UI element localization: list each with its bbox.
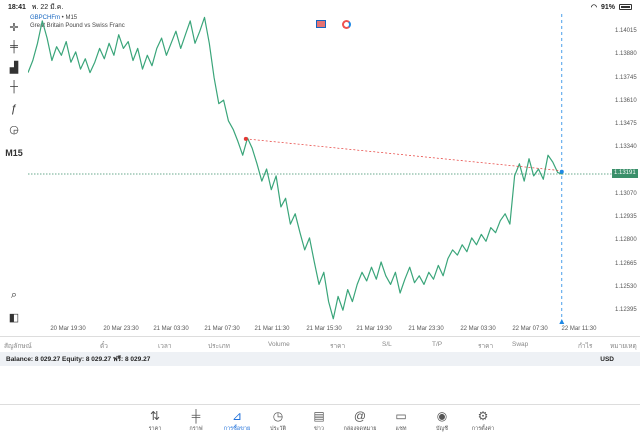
news-icon: ▤ xyxy=(313,409,325,423)
trade-column-header[interactable]: ราคา xyxy=(478,343,494,350)
tab-settings[interactable]: ⚙ การตั้งค่า xyxy=(463,409,503,433)
mail-icon: @ xyxy=(353,409,367,423)
time-label: 22 Mar 11:30 xyxy=(561,326,597,332)
chart-toolbar: ✛ ╪ ▟ ┼ ƒ ◶ M15 ⌕ ◧ xyxy=(0,14,28,330)
price-chart[interactable] xyxy=(28,14,612,324)
price-label: 1.13475 xyxy=(615,121,637,128)
chart-icon: ╪ xyxy=(191,409,201,423)
price-label: 1.12800 xyxy=(615,237,637,244)
tab-label: แชท xyxy=(395,426,407,432)
tab-mail[interactable]: @ กล่องจดหมาย xyxy=(340,409,380,433)
tab-label: กล่องจดหมาย xyxy=(343,426,377,432)
chat-icon: ▭ xyxy=(395,409,407,423)
trend-anchor-start[interactable] xyxy=(243,136,248,141)
trade-column-header[interactable]: เวลา xyxy=(158,343,172,350)
trade-column-header[interactable]: หมายเหตุ xyxy=(610,343,637,350)
tab-news[interactable]: ▤ ข่าว xyxy=(299,409,339,433)
trade-column-header[interactable]: S/L xyxy=(382,341,392,348)
symbol-title: GBPCHFm • M15 xyxy=(30,15,77,21)
trade-column-header[interactable]: Swap xyxy=(512,341,529,348)
trade-column-header[interactable]: Volume xyxy=(268,341,290,348)
balance-text: Balance: 8 029.27 Equity: 8 029.27 ฟรี: … xyxy=(6,356,151,363)
tab-history[interactable]: ◷ ประวัติ xyxy=(258,409,298,433)
price-series-line xyxy=(28,16,563,320)
signal-status-icon[interactable] xyxy=(342,20,351,29)
time-label: 21 Mar 07:30 xyxy=(204,326,240,332)
trade-column-header[interactable]: กำไร xyxy=(578,343,593,350)
price-label: 1.12935 xyxy=(615,214,637,221)
trend-anchor-end[interactable] xyxy=(559,169,564,174)
trade-column-header[interactable]: สัญลักษณ์ xyxy=(4,343,32,350)
current-price-tag: 1.13191 xyxy=(612,169,638,179)
tab-chart[interactable]: ╪ กราฟ xyxy=(176,409,216,433)
candles-icon[interactable]: ╪ xyxy=(10,41,18,53)
trend-line[interactable] xyxy=(245,138,562,172)
time-label: 21 Mar 11:30 xyxy=(254,326,290,332)
crosshair-icon[interactable]: ✛ xyxy=(9,21,19,34)
cursor-marker[interactable] xyxy=(559,319,565,324)
time-label: 21 Mar 23:30 xyxy=(408,326,444,332)
time-label: 21 Mar 19:30 xyxy=(356,326,392,332)
settings-icon: ⚙ xyxy=(477,409,489,423)
account-currency: USD xyxy=(600,355,614,363)
history-icon: ◷ xyxy=(272,409,284,423)
brand-icon[interactable]: ◧ xyxy=(8,311,20,324)
tab-label: การตั้งค่า xyxy=(471,426,495,432)
price-label: 1.12665 xyxy=(615,260,637,267)
battery-percent: 91% xyxy=(600,3,615,11)
price-label: 1.13610 xyxy=(615,97,637,104)
tab-label: ประวัติ xyxy=(269,426,287,432)
symbol-timeframe: M15 xyxy=(65,15,78,21)
trade-icon: ⊿ xyxy=(231,409,243,423)
time-label: 21 Mar 15:30 xyxy=(306,326,342,332)
price-label: 1.13880 xyxy=(615,51,637,58)
zoom-icon[interactable]: ⌕ xyxy=(10,288,18,301)
price-label: 1.12530 xyxy=(615,283,637,290)
clock: 18:41 xyxy=(8,3,26,11)
price-label: 1.14015 xyxy=(615,28,637,35)
tab-label: ราคา xyxy=(148,426,162,432)
trade-column-header[interactable]: ตั๋ว xyxy=(100,343,108,350)
price-label: 1.12395 xyxy=(615,307,637,314)
time-label: 22 Mar 03:30 xyxy=(460,326,496,332)
trade-column-header[interactable]: ประเภท xyxy=(208,343,230,350)
tab-label: การซื้อขาย xyxy=(223,426,251,432)
arrows-icon: ⇅ xyxy=(149,409,161,423)
timeframe-button[interactable]: M15 xyxy=(5,148,23,158)
time-label: 21 Mar 03:30 xyxy=(153,326,189,332)
bars-icon[interactable]: ┼ xyxy=(10,81,18,93)
tab-label: ข่าว xyxy=(314,426,324,432)
time-label: 22 Mar 07:30 xyxy=(512,326,548,332)
date: พ. 22 มี.ค. xyxy=(31,3,64,11)
one-click-trading-icon[interactable] xyxy=(316,20,326,28)
trade-table-header: สัญลักษณ์ ตั๋ว เวลา ประเภท Volume ราคา S/L T/P ร… xyxy=(0,336,640,352)
account-icon: ◉ xyxy=(436,409,448,423)
price-label: 1.13340 xyxy=(615,144,637,151)
indicators-icon[interactable]: ▟ xyxy=(9,61,19,74)
tab-chat[interactable]: ▭ แชท xyxy=(381,409,421,433)
trade-column-header[interactable]: ราคา xyxy=(330,343,346,350)
symbol-description: Great Britain Pound vs Swiss Franc xyxy=(30,23,125,29)
time-axis: 20 Mar 19:30 20 Mar 23:30 21 Mar 03:30 21 M… xyxy=(28,324,612,336)
price-label: 1.13070 xyxy=(615,190,637,197)
time-label: 20 Mar 23:30 xyxy=(103,326,139,332)
battery-icon xyxy=(619,4,632,10)
function-icon[interactable]: ƒ xyxy=(10,103,18,115)
tab-label: บัญชี xyxy=(436,426,448,432)
status-bar: 18:41 พ. 22 มี.ค. ◠ 91% xyxy=(0,0,640,14)
symbol-name: GBPCHFm xyxy=(30,15,60,21)
price-label: 1.13745 xyxy=(615,74,637,81)
wifi-icon: ◠ xyxy=(590,4,597,11)
objects-icon[interactable]: ◶ xyxy=(9,123,19,136)
separator: • xyxy=(61,15,66,21)
tab-label: กราฟ xyxy=(189,426,203,432)
account-summary: Balance: 8 029.27 Equity: 8 029.27 ฟรี: … xyxy=(0,352,640,366)
tab-arrows[interactable]: ⇅ ราคา xyxy=(135,409,175,433)
tab-account[interactable]: ◉ บัญชี xyxy=(422,409,462,433)
trade-column-header[interactable]: T/P xyxy=(432,341,443,348)
bottom-tab-bar: ⇅ ราคา ╪ กราฟ ⊿ การซื้อขาย ◷ ประวัติ ▤ ข่าว @ กล่อง… xyxy=(0,404,640,447)
tab-trade[interactable]: ⊿ การซื้อขาย xyxy=(217,409,257,433)
price-axis: 1.14015 1.13880 1.13745 1.13610 1.13475 1.133… xyxy=(612,14,640,324)
time-label: 20 Mar 19:30 xyxy=(50,326,86,332)
